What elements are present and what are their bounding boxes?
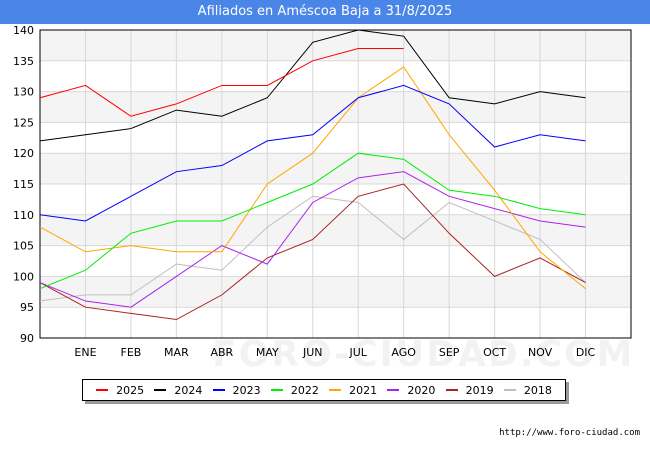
legend-swatch [503, 389, 516, 391]
y-tick-label: 95 [20, 301, 34, 314]
chart-title: Afiliados en Améscoa Baja a 31/8/2025 [0, 0, 650, 24]
x-tick-label: MAR [164, 346, 189, 359]
grid-band [40, 214, 631, 246]
y-tick-label: 110 [13, 209, 34, 222]
legend-swatch [154, 389, 167, 391]
y-tick-label: 120 [13, 147, 34, 160]
series-line-2019 [39, 183, 586, 321]
y-tick-label: 130 [13, 86, 34, 99]
x-tick-label: ENE [74, 346, 96, 359]
grid-band [40, 91, 631, 123]
legend-label: 2021 [349, 383, 378, 397]
x-tick-label: AGO [391, 346, 416, 359]
watermark: FORO-CIUDAD.COM [212, 334, 635, 375]
legend-swatch [96, 389, 109, 391]
x-tick-label: DIC [576, 346, 596, 359]
legend-item-2018: 2018 [503, 383, 552, 397]
y-tick-label: 140 [13, 24, 34, 37]
legend-item-2023: 2023 [212, 383, 261, 397]
x-tick-label: JUL [349, 346, 368, 359]
y-tick-label: 135 [13, 55, 34, 68]
x-tick-label: MAY [256, 346, 279, 359]
legend-item-2020: 2020 [387, 384, 435, 397]
x-tick-label: FEB [121, 346, 142, 359]
grid-band [40, 30, 631, 61]
source-url: http://www.foro-ciudad.com [499, 428, 640, 438]
series-line-2022 [39, 152, 586, 290]
y-tick-label: 115 [13, 178, 34, 191]
series-line-2025 [39, 47, 404, 117]
legend-label: 2025 [116, 383, 145, 397]
legend-swatch [445, 389, 458, 391]
y-tick-label: 90 [20, 332, 34, 345]
legend-item-2025: 2025 [96, 384, 144, 397]
legend-label: 2019 [465, 383, 494, 397]
legend-label: 2024 [174, 383, 203, 397]
x-tick-label: JUN [302, 346, 323, 359]
series-line-2021 [39, 66, 586, 290]
legend-swatch [212, 389, 225, 391]
legend-label: 2022 [290, 383, 319, 397]
plot-frame [39, 29, 632, 339]
x-tick-label: OCT [483, 346, 506, 359]
legend-label: 2023 [232, 383, 261, 397]
series-line-2018 [39, 195, 586, 302]
series-line-2024 [39, 29, 586, 142]
x-tick-label: ABR [210, 346, 233, 359]
y-tick-label: 105 [13, 240, 34, 253]
legend-item-2024: 2024 [154, 384, 202, 397]
y-tick-label: 125 [13, 116, 34, 129]
legend-item-2019: 2019 [445, 383, 494, 397]
chart-legend: 2025 2024 2023 2022 2021 2020 2019 2018 [82, 379, 566, 401]
legend-swatch [270, 389, 283, 391]
legend-swatch [387, 389, 400, 391]
legend-swatch [329, 389, 342, 391]
series-line-2020 [39, 171, 586, 308]
x-tick-label: NOV [528, 346, 553, 359]
legend-item-2021: 2021 [329, 384, 377, 397]
series-line-2023 [39, 84, 586, 222]
legend-item-2022: 2022 [270, 383, 319, 397]
grid-band [40, 276, 631, 308]
y-tick-label: 100 [13, 270, 34, 283]
x-tick-label: SEP [439, 346, 460, 359]
legend-label: 2020 [407, 383, 436, 397]
legend-label: 2018 [523, 383, 552, 397]
